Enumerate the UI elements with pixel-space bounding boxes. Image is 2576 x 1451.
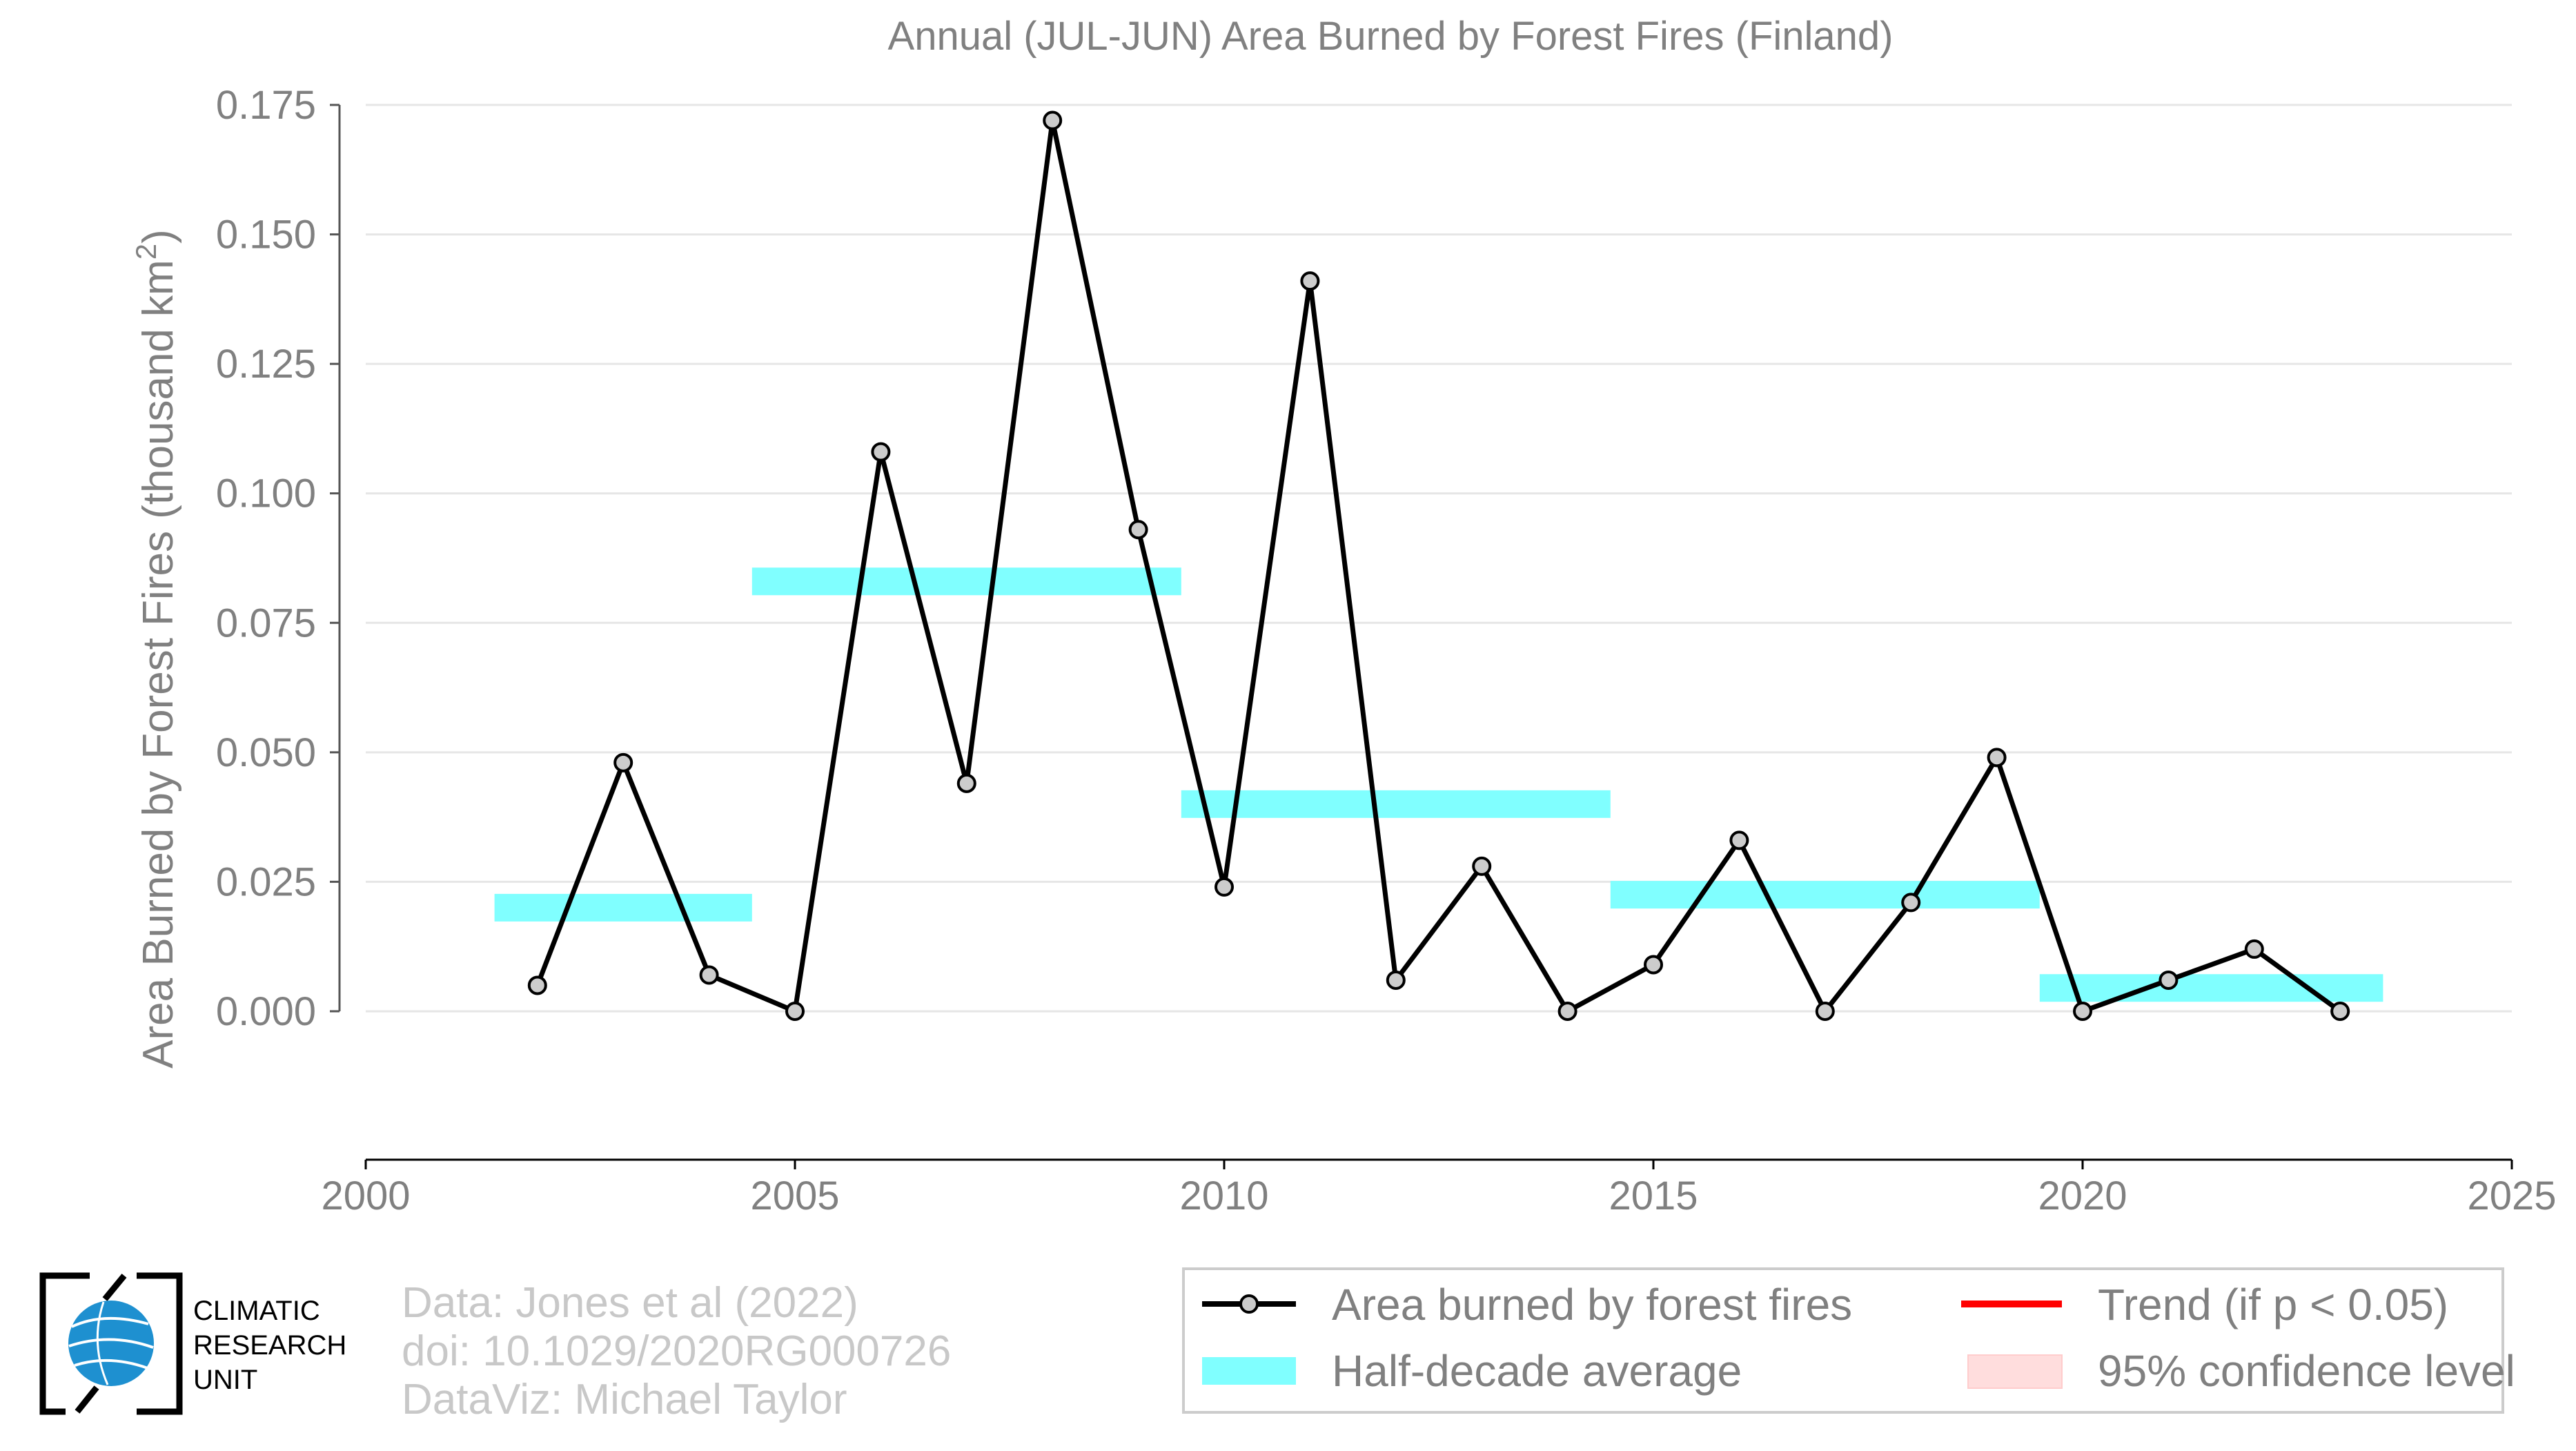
half-decade-bar [751,567,1181,596]
data-point [1300,271,1320,291]
x-tick-label: 2000 [321,1174,410,1218]
chart-title: Annual (JUL-JUN) Area Burned by Forest F… [888,14,1894,59]
axes [338,105,2512,1161]
credit-dataviz: DataViz: Michael Taylor [402,1376,847,1423]
data-point [1386,970,1406,990]
y-tick-label: 0.075 [216,601,316,645]
half-decade-bar [2039,974,2383,1002]
y-tick-label: 0.150 [216,213,316,257]
area-burned-line [535,118,2342,1014]
data-point [785,1001,805,1021]
data-point [613,752,633,772]
logo-line-3: UNIT [193,1365,257,1395]
data-point [956,773,976,793]
data-point [1215,877,1234,897]
legend-label-half-decade: Half-decade average [1332,1346,1742,1396]
data-point [2330,1001,2350,1021]
data-point [2159,970,2179,990]
data-point [1901,893,1921,913]
logo-line-2: RESEARCH [193,1330,346,1361]
x-tick-label: 2005 [750,1174,839,1218]
data-point [1557,1001,1577,1021]
legend-item-trend: Trend (if p < 0.05) [1961,1280,2448,1330]
x-tick-labels: 2000 2005 2010 2015 2020 2025 [321,1160,2557,1218]
y-axis-label: Area Burned by Forest Fires (thousand km… [130,229,182,1069]
data-point [1644,955,1663,975]
x-tick-label: 2015 [1609,1174,1698,1218]
x-tick-label: 2025 [2467,1174,2556,1218]
credit-data: Data: Jones et al (2022) [402,1279,858,1327]
legend-label-trend: Trend (if p < 0.05) [2098,1280,2448,1330]
legend-item-area-burned: Area burned by forest fires [1202,1280,1852,1330]
x-tick-label: 2020 [2038,1174,2127,1218]
data-point [1128,520,1148,540]
y-tick-label: 0.125 [216,342,316,387]
data-point [2073,1001,2092,1021]
y-tick-label: 0.050 [216,730,316,775]
y-tick-label: 0.025 [216,859,316,904]
logo-line-1: CLIMATIC [193,1296,320,1326]
cru-logo: CLIMATIC RESEARCH UNIT [39,1272,346,1415]
y-tick-label: 0.100 [216,471,316,516]
legend: Area burned by forest fires Trend (if p … [1182,1267,2515,1414]
y-tick-labels: 0.000 0.025 0.050 0.075 0.100 0.125 0.150 0.175 [216,83,316,1034]
data-point [1815,1001,1835,1021]
data-point [1472,856,1492,876]
legend-item-half-decade: Half-decade average [1202,1346,1742,1396]
area-burned-series [527,110,2350,1021]
data-point [1987,748,2007,768]
legend-box [1182,1267,2504,1414]
data-point [871,442,891,462]
half-decade-bar [1181,790,1611,818]
y-tick-label: 0.175 [216,83,316,128]
data-point [1043,110,1063,130]
legend-label-area-burned: Area burned by forest fires [1332,1280,1852,1330]
credit-doi: doi: 10.1029/2020RG000726 [402,1327,951,1375]
x-tick-label: 2010 [1179,1174,1268,1218]
data-point [699,965,719,985]
half-decade-bar [1610,881,2040,909]
half-decade-average-series [494,567,2383,1002]
legend-label-confidence: 95% confidence level [2098,1346,2515,1396]
data-point [2244,939,2264,959]
legend-item-confidence: 95% confidence level [1967,1346,2515,1396]
y-tick-label: 0.000 [216,989,316,1034]
data-point [527,975,547,995]
half-decade-bar [494,893,752,922]
grid-lines [330,104,2512,1013]
data-point [1729,830,1749,850]
